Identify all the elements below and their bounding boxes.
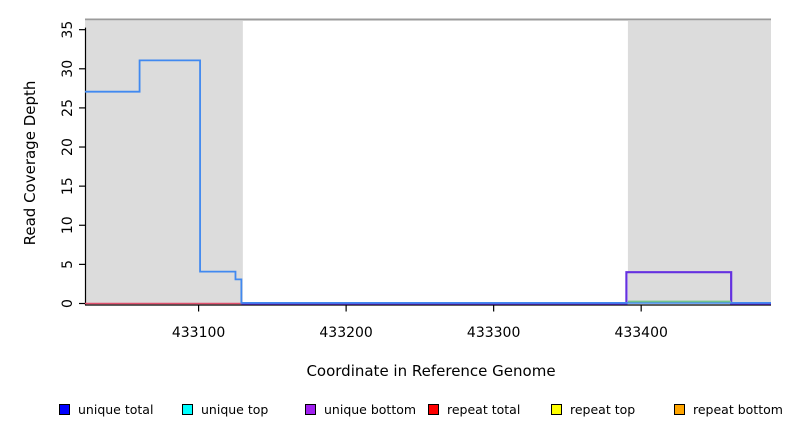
legend-label: repeat top xyxy=(570,401,636,417)
legend-swatch-icon xyxy=(305,403,316,415)
legend-swatch-icon xyxy=(182,403,193,415)
legend-item-repeat-bottom: repeat bottom xyxy=(674,399,783,419)
y-tick-label: 15 xyxy=(60,177,76,195)
legend-item-repeat-total: repeat total xyxy=(428,399,520,419)
legend-swatch-icon xyxy=(551,403,562,415)
legend-label: unique total xyxy=(78,401,154,417)
y-tick-label: 5 xyxy=(60,260,76,269)
y-tick-label: 25 xyxy=(60,99,76,117)
legend-label: repeat bottom xyxy=(693,401,783,417)
y-tick-label: 20 xyxy=(60,138,76,156)
y-tick-label: 10 xyxy=(60,216,76,234)
legend-swatch-icon xyxy=(59,403,70,415)
left-repeat-region xyxy=(85,21,243,304)
x-axis-label: Coordinate in Reference Genome xyxy=(306,362,556,380)
y-tick-label: 0 xyxy=(60,299,76,308)
legend-item-unique-bottom: unique bottom xyxy=(305,399,416,419)
legend: unique total unique top unique bottom repea… xyxy=(0,399,792,425)
legend-item-unique-top: unique top xyxy=(182,399,268,419)
legend-label: repeat total xyxy=(447,401,521,417)
y-axis-label: Read Coverage Depth xyxy=(21,80,39,246)
legend-item-repeat-top: repeat top xyxy=(551,399,635,419)
right-repeat-region xyxy=(627,21,771,304)
legend-label: unique bottom xyxy=(324,401,417,417)
x-tick-label: 433400 xyxy=(614,325,667,341)
series-line-unique-total xyxy=(85,59,771,304)
x-tick-label: 433300 xyxy=(467,325,520,341)
x-tick-label: 433100 xyxy=(172,325,225,341)
y-tick-label: 35 xyxy=(60,21,76,39)
y-tick-label: 30 xyxy=(60,60,76,78)
legend-swatch-icon xyxy=(674,403,685,415)
legend-item-unique-total: unique total xyxy=(59,399,153,419)
legend-swatch-icon xyxy=(428,403,439,415)
x-tick-label: 433200 xyxy=(319,325,372,341)
legend-label: unique top xyxy=(201,401,269,417)
